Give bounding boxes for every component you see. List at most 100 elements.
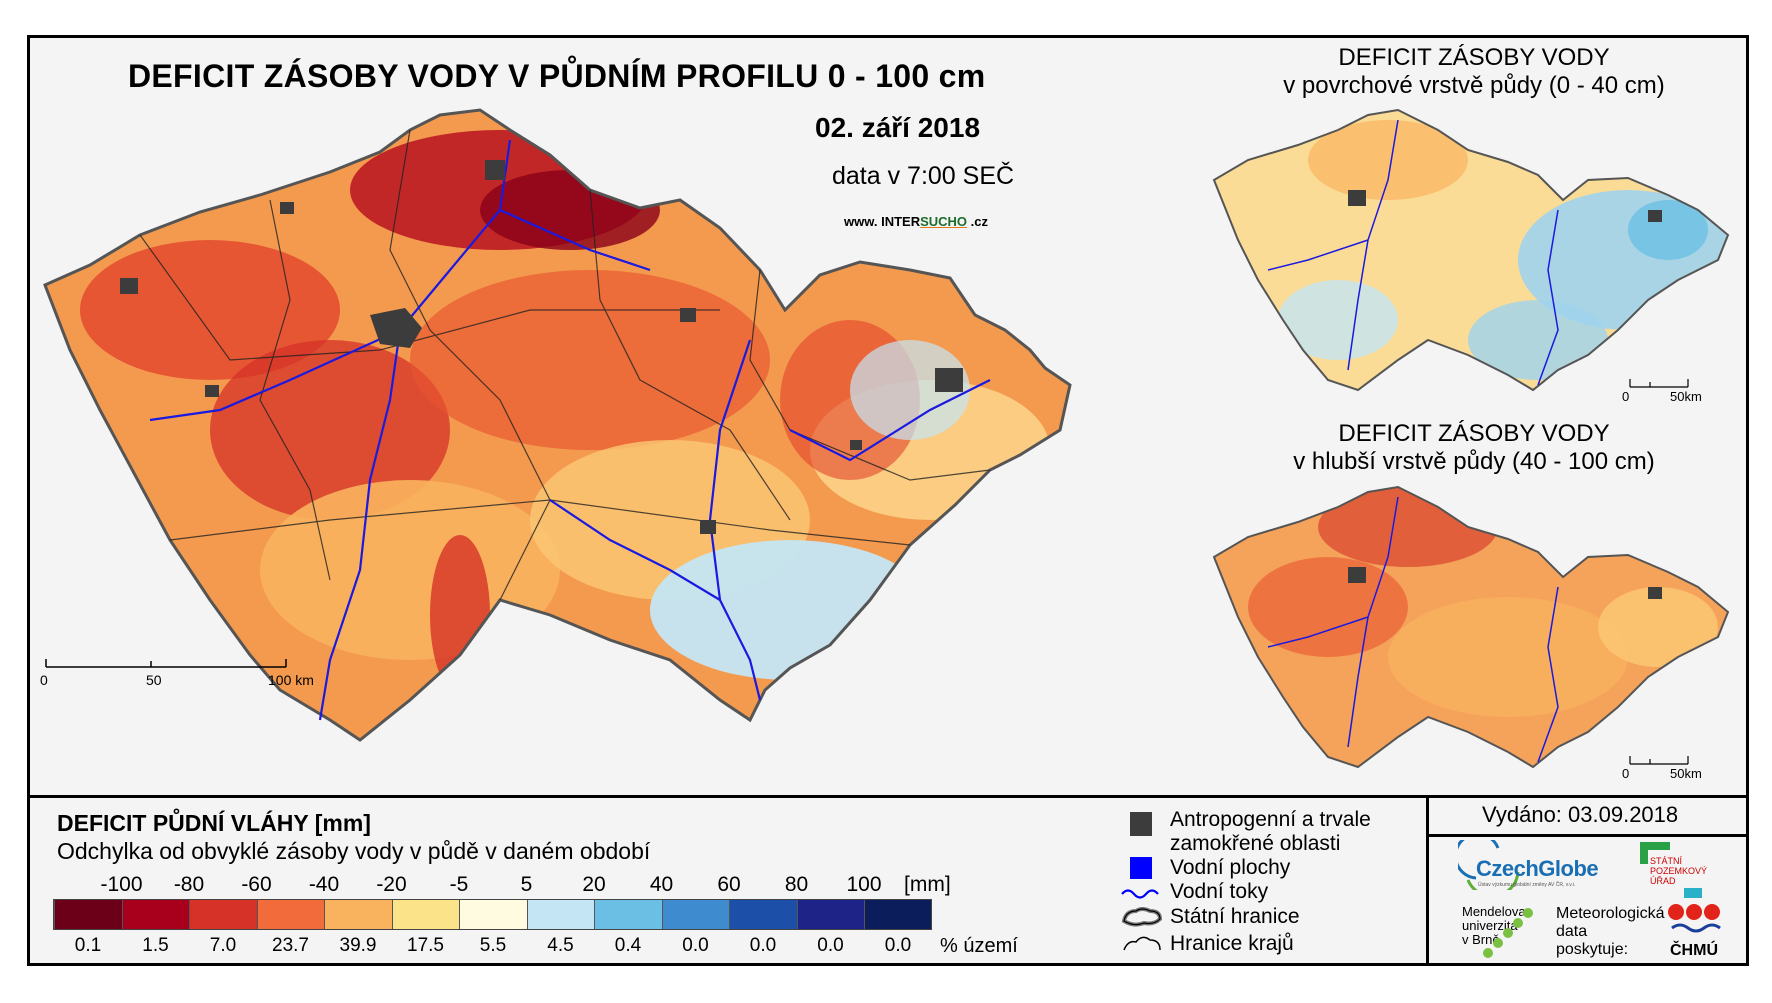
legend-tick: -5 [449, 873, 469, 896]
spu-line3: ÚŘAD [1650, 876, 1676, 886]
spu-logo-mark [1640, 842, 1670, 864]
legend-tick: 20 [582, 873, 606, 896]
legend-color-swatch [121, 900, 189, 929]
issued-separator-vertical [1426, 795, 1429, 966]
inset-top-title: DEFICIT ZÁSOBY VODY v povrchové vrstvě p… [1224, 44, 1724, 100]
meteo-text: Meteorologická data poskytuje: [1556, 905, 1665, 959]
legend-tick: -100 [100, 873, 143, 896]
meteo-line2: data [1556, 923, 1588, 940]
legend-subtitle: Odchylka od obvyklé zásoby vody v půdě v… [57, 838, 651, 864]
data-time: data v 7:00 SEČ [832, 162, 1015, 190]
legend-divider [27, 795, 1749, 798]
legend-color-swatch [324, 900, 392, 929]
legend-tick: 5 [520, 873, 533, 896]
spu-line1: STÁTNÍ [1650, 856, 1683, 866]
key-anthropogenic-line2: zamokřené oblasti [1170, 832, 1341, 855]
legend-tick: -20 [376, 873, 407, 896]
anthropogenic-area-swatch [1130, 812, 1152, 836]
legend-percentage: 39.9 [339, 935, 377, 956]
legend-unit: [mm] [904, 873, 951, 896]
legend-percentage: 5.5 [479, 935, 507, 956]
key-rivers: Vodní toky [1170, 880, 1269, 903]
key-state-border: Státní hranice [1170, 905, 1300, 928]
spu-text: STÁTNÍ POZEMKOVÝ ÚŘAD [1650, 856, 1707, 886]
inset-bottom-scale-0: 0 [1622, 766, 1630, 781]
map-date: 02. září 2018 [815, 112, 981, 143]
legend-title: DEFICIT PŮDNÍ VLÁHY [mm] [57, 810, 371, 836]
czechglobe-name: CzechGlobe [1476, 856, 1599, 881]
legend-percentage: 0.0 [682, 935, 709, 956]
river-line-icon [1121, 889, 1159, 899]
spu-line2: POZEMKOVÝ [1650, 866, 1708, 876]
inset-top-title-line2: v povrchové vrstvě půdy (0 - 40 cm) [1283, 72, 1665, 99]
main-scale-bar [45, 659, 287, 668]
legend-color-swatch [661, 900, 729, 929]
legend-color-swatch [729, 900, 797, 929]
legend-percentage: 0.1 [74, 935, 102, 956]
state-border-icon [1121, 907, 1163, 927]
website-highlight: SUCHO [920, 214, 968, 229]
main-title: DEFICIT ZÁSOBY VODY V PŮDNÍM PROFILU 0 -… [128, 58, 986, 94]
inset-top-scale-bar [1629, 379, 1689, 388]
inset-top-scale-0: 0 [1622, 389, 1630, 404]
legend-tick: -60 [241, 873, 272, 896]
mendel-text: Mendelova univerzita v Brně [1462, 905, 1526, 947]
key-region-border: Hranice krajů [1170, 932, 1294, 955]
main-map [43, 108, 1072, 742]
inset-bottom-scale-50: 50km [1670, 766, 1702, 781]
legend-color-swatch [459, 900, 527, 929]
legend-color-swatch [256, 900, 324, 929]
legend-tick: 100 [846, 873, 882, 896]
mendel-line1: Mendelova [1462, 904, 1526, 919]
inset-top-scale-50: 50km [1670, 389, 1702, 404]
legend-percentage: 17.5 [407, 935, 444, 956]
legend-tick: -80 [173, 873, 205, 896]
inset-bottom-title-line1: DEFICIT ZÁSOBY VODY [1338, 420, 1610, 447]
legend-percentage: 0.4 [614, 935, 642, 956]
legend-tick: 80 [784, 873, 809, 896]
main-scale-label-0: 0 [40, 672, 48, 688]
inset-bottom-scale-bar [1629, 756, 1689, 765]
legend-percentage: 0.0 [749, 935, 777, 956]
main-scale-label-100: 100 km [268, 672, 314, 688]
legend-percentage: 1.5 [142, 935, 169, 956]
legend-percentage: 23.7 [272, 935, 309, 956]
issued-separator-horizontal [1426, 834, 1749, 837]
czechglobe-subtitle: Ústav výzkumu globální změny AV ČR, v.v.… [1478, 882, 1576, 888]
legend-percentage: 7.0 [209, 935, 237, 956]
mendel-line2: univerzita [1462, 918, 1518, 933]
chmu-label: ČHMÚ [1670, 942, 1718, 959]
website-prefix: www. INTER [844, 214, 921, 229]
website-suffix: .cz [967, 214, 988, 229]
legend-color-swatch [54, 900, 122, 929]
inset-top-map [1212, 108, 1730, 392]
legend-percentage: 0.0 [817, 935, 844, 956]
water-body-swatch [1130, 857, 1152, 879]
inset-bottom-title-line2: v hlubší vrstvě půdy (40 - 100 cm) [1293, 448, 1655, 475]
legend-percentage: 0.0 [884, 935, 912, 956]
legend-color-swatch [189, 900, 257, 929]
legend-color-swatch [864, 900, 932, 929]
legend-color-swatch [796, 900, 864, 929]
inset-top-title-line1: DEFICIT ZÁSOBY VODY [1338, 44, 1610, 71]
key-water-bodies: Vodní plochy [1170, 856, 1291, 879]
meteo-line1: Meteorologická [1556, 905, 1665, 922]
legend-percentage: 4.5 [547, 935, 574, 956]
legend-pct-unit: % území [940, 935, 1018, 957]
website-link[interactable]: www. INTERSUCHO .cz [844, 214, 988, 229]
inset-bottom-map [1212, 485, 1730, 769]
legend-color-swatch [391, 900, 459, 929]
region-border-icon [1123, 936, 1161, 951]
legend-color-swatch [594, 900, 662, 929]
mendel-line3: v Brně [1462, 932, 1500, 947]
main-scale-label-50: 50 [146, 672, 162, 688]
legend-color-swatch [526, 900, 594, 929]
mendel-logo-mark [1483, 908, 1533, 958]
legend-tick: 60 [717, 873, 741, 896]
czechglobe-logo [1458, 840, 1520, 890]
legend-tick: -40 [308, 873, 340, 896]
meteo-line3: poskytuje: [1556, 941, 1629, 958]
legend-tick: 40 [649, 873, 674, 896]
chmu-logo-mark [1668, 888, 1721, 933]
issued-date: Vydáno: 03.09.2018 [1482, 802, 1679, 827]
